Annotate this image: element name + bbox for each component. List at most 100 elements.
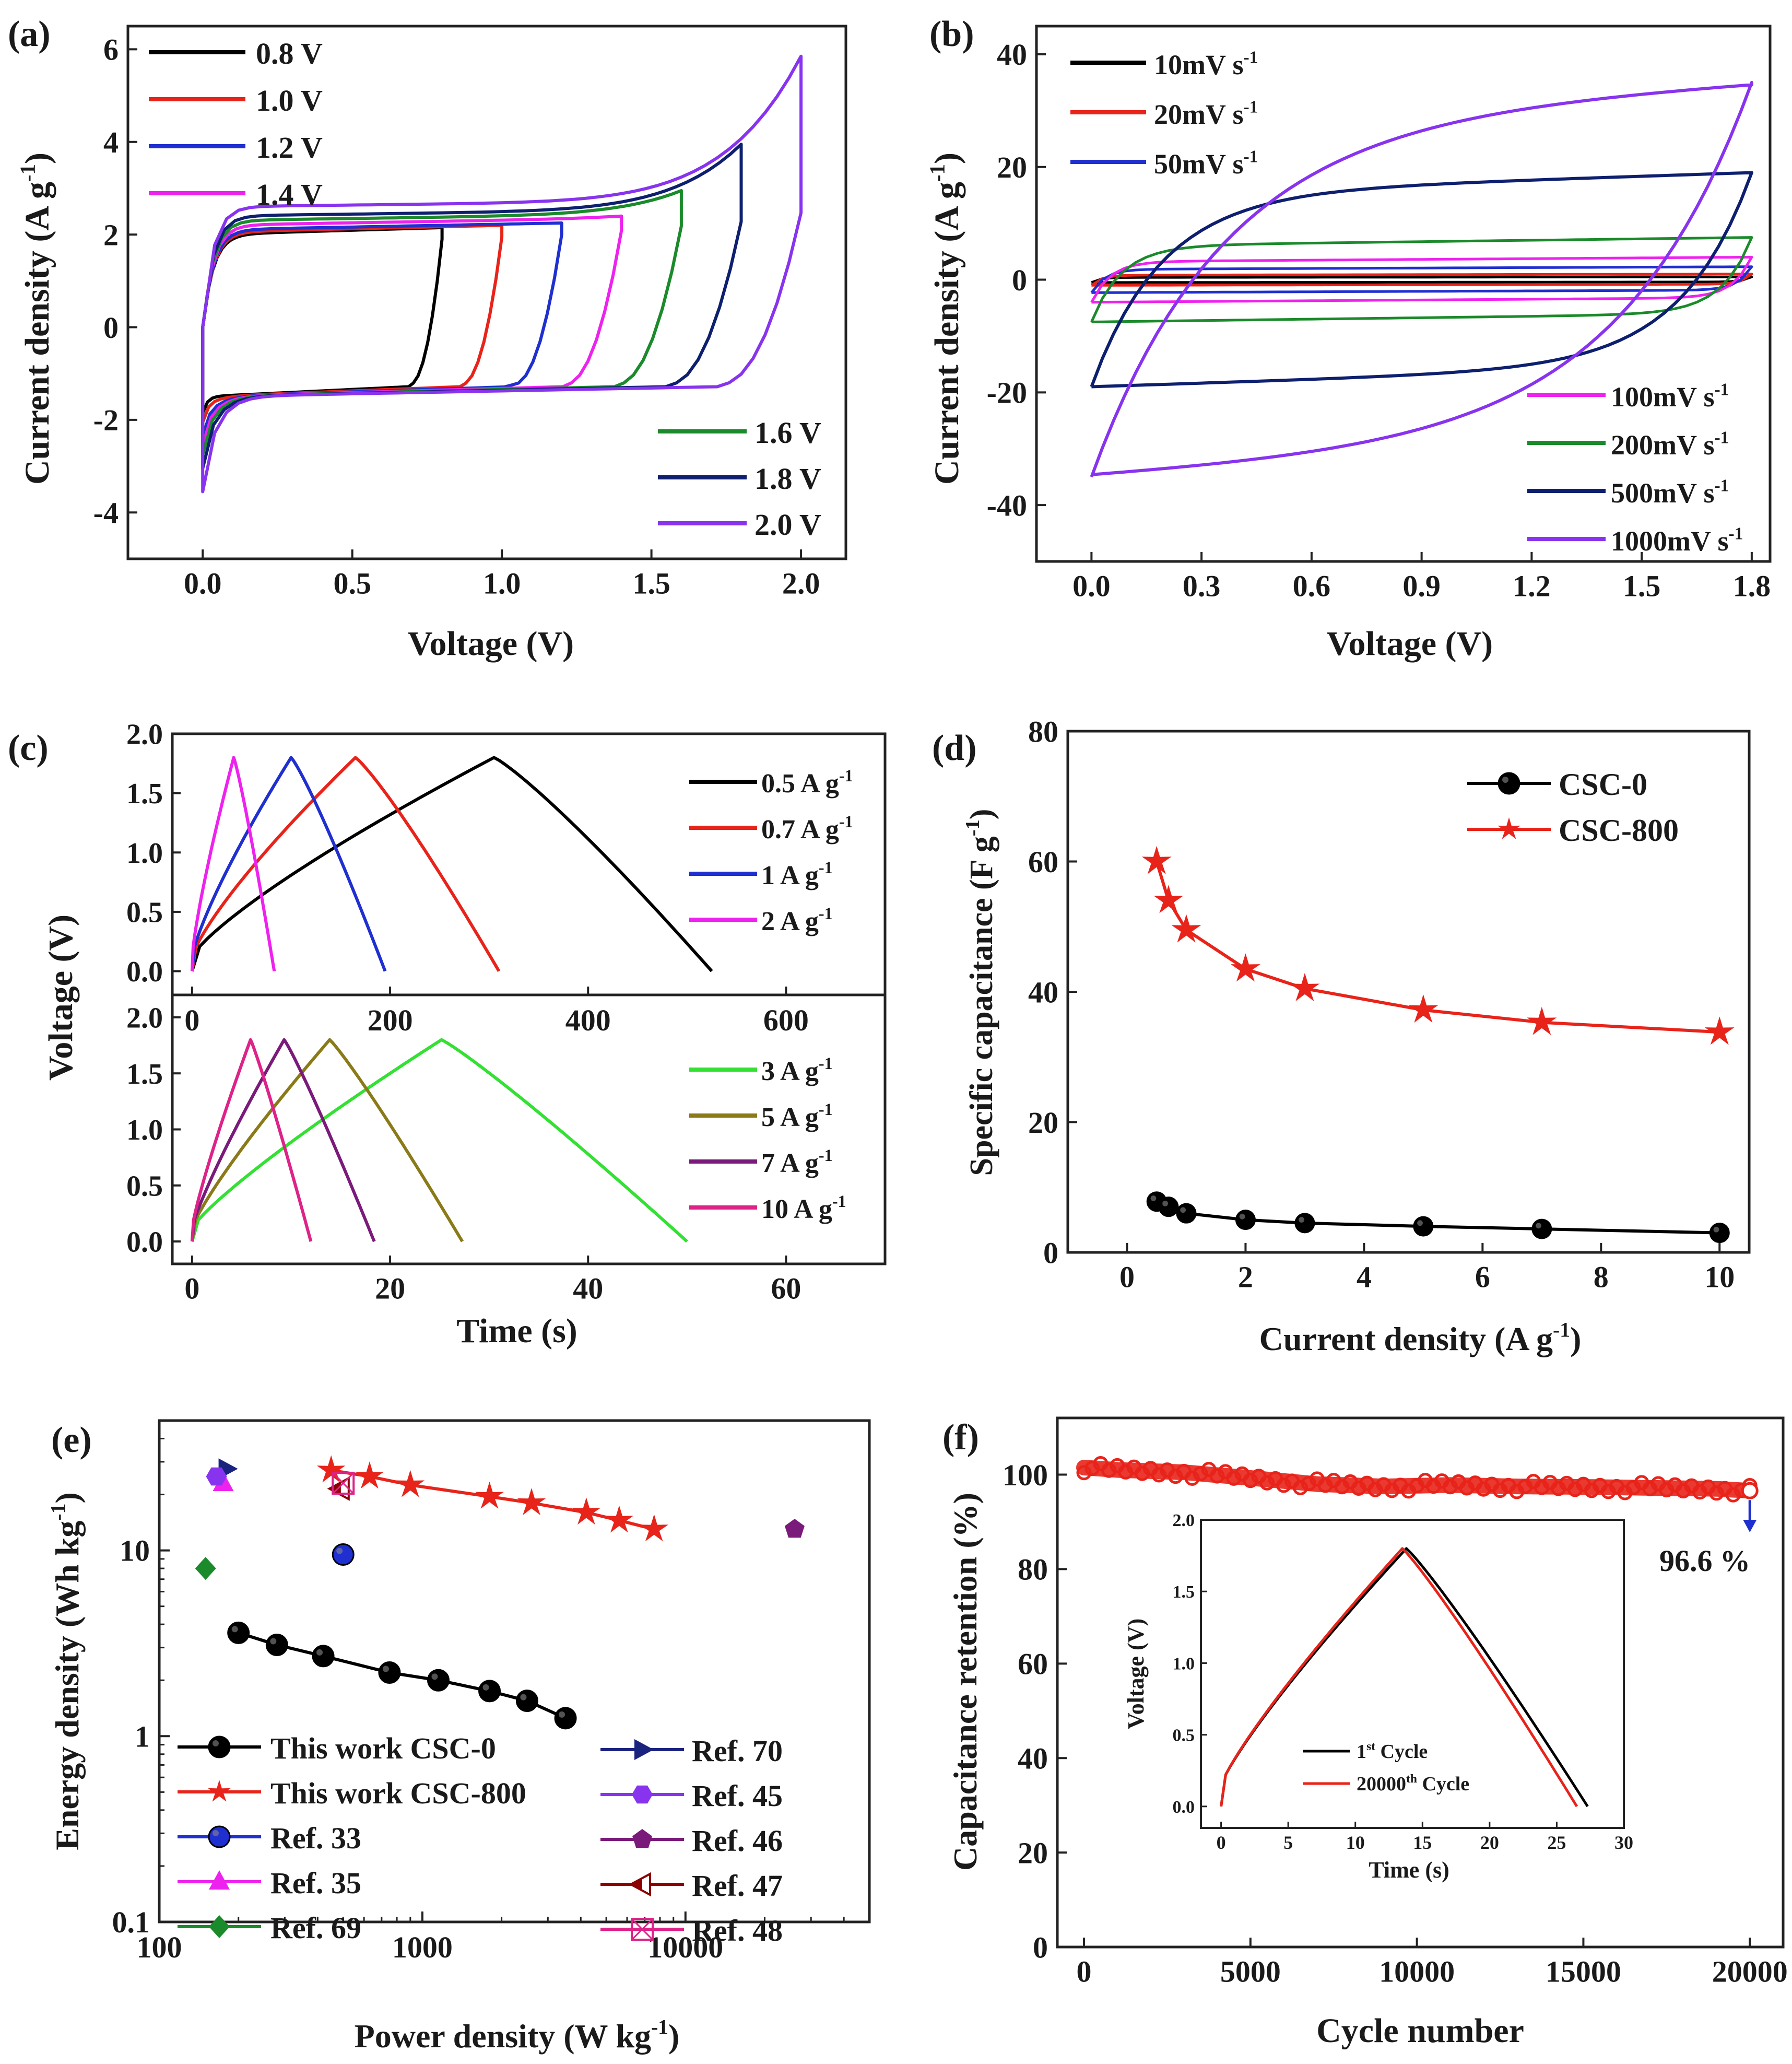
panel-c-top-legend-label-1-sup: -1: [839, 812, 853, 831]
panel-d-point-1-5: [1408, 994, 1439, 1023]
panel-f-inset-y-tick-label: 1.5: [1173, 1582, 1195, 1602]
panel-f-inset-legend-label-0: 1st Cycle: [1357, 1740, 1428, 1763]
panel-d-ylabel-sup: -1: [962, 819, 984, 836]
panel-a-curve-0: [201, 226, 444, 415]
panel-d-ylabel-end: ): [964, 809, 999, 820]
panel-c-bottom-legend-label-1-main: 5 A g: [761, 1103, 819, 1132]
panel-d-point-0-4: [1294, 1213, 1315, 1234]
panel-e-point-0-4: [427, 1669, 450, 1692]
panel-a-legend-label-2: 1.2 V: [256, 131, 323, 165]
panel-c-bottom-legend-label-1-sup: -1: [819, 1100, 833, 1119]
panel-b-x-tick-label: 0.3: [1183, 569, 1221, 603]
panel-e-ylabel: Energy density (Wh kg-1): [46, 1492, 86, 1850]
panel-b-legend-label-2: 50mV s-1: [1154, 147, 1258, 180]
panel-d-point-0-1: [1158, 1197, 1179, 1217]
panel-f-xlabel: Cycle number: [1316, 2012, 1524, 2050]
panel-c-top-legend-label-3-main: 2 A g: [761, 907, 819, 936]
panel-e-legend-label-7: Ref. 46: [692, 1824, 783, 1858]
panel-c-top-y-tick-label: 1.5: [126, 778, 163, 810]
panel-a-ylabel: Current density (A g-1): [16, 153, 56, 485]
panel-f-y-tick-label: 60: [1018, 1647, 1048, 1681]
panel-f-y-tick-label: 20: [1018, 1836, 1048, 1870]
panel-b-ylabel: Current density (A g-1): [926, 153, 966, 485]
panel-b-curve-3: [1090, 255, 1753, 304]
panel-c-top-legend-label-2: 1 A g-1: [761, 858, 833, 890]
panel-d-x-tick-label: 6: [1475, 1260, 1490, 1294]
panel-e-axes: [158, 1419, 871, 1924]
panel-f-inset-x-tick-label: 15: [1413, 1832, 1432, 1853]
panel-b-legend-label-0-main: 10mV s: [1154, 49, 1244, 80]
panel-d-x-tick-label: 0: [1119, 1260, 1135, 1294]
panel-e-legend-line-7-marker: [632, 1829, 652, 1848]
panel-b-y-tick-label: -40: [987, 488, 1027, 522]
panel-b-legend-label-1-main: 20mV s: [1154, 99, 1244, 130]
panel-d-xlabel: Current density (A g-1): [1259, 1318, 1582, 1357]
panel-d-point-1-2: [1171, 914, 1201, 943]
panel-a-y-tick-label: 2: [103, 218, 119, 252]
panel-f-inset-legend-label-0-end: Cycle: [1375, 1741, 1428, 1763]
panel-b-curve-6: [1090, 80, 1753, 478]
panel-c-bottom-legend-label-3-sup: -1: [832, 1192, 846, 1211]
panel-c-bottom-x-tick-label: 0: [184, 1272, 199, 1306]
panel-e-legend-line-0-marker-shine: [213, 1740, 219, 1746]
panel-f-axes: [1056, 1416, 1785, 1949]
panel-e-point-0-6-shine: [520, 1694, 527, 1701]
panel-a-x-tick-label: 0.5: [333, 567, 371, 601]
panel-b-curve-0: [1091, 275, 1753, 284]
panel-a-x-tick-label: 1.0: [483, 567, 521, 601]
panel-a-curve-2: [201, 221, 563, 438]
panel-d-ylabel: Specific capacitance (F g-1): [962, 809, 999, 1176]
panel-c-top-x-tick-label: 600: [763, 1003, 809, 1037]
panel-e-point-2-0-shine: [336, 1547, 343, 1554]
panel-d-point-1-4: [1290, 972, 1320, 1001]
panel-b-legend-label-4-main: 200mV s: [1611, 429, 1715, 461]
panel-e-legend-label-2: Ref. 33: [270, 1821, 361, 1855]
panel-e-y-tick-label: 1: [135, 1719, 150, 1753]
panel-b-x-tick-label: 0.6: [1293, 569, 1331, 603]
panel-b-legend-label-5-sup: -1: [1715, 476, 1729, 495]
panel-a-label: (a): [8, 14, 51, 54]
panel-e-point-6-0: [206, 1467, 227, 1486]
panel-d-xlabel-sup: -1: [1553, 1318, 1570, 1341]
panel-e-legend-line-2-marker: [208, 1825, 231, 1848]
panel-c-top-curve-0: [191, 756, 713, 972]
panel-c-top-y-tick-label: 0.0: [126, 956, 163, 988]
panel-e-point-1-4: [517, 1488, 546, 1516]
panel-d-axes: [1066, 730, 1751, 1254]
panel-f-x-tick-label: 15000: [1546, 1955, 1621, 1989]
panel-e-legend-label-1: This work CSC-800: [270, 1776, 526, 1810]
panel-a-legend-label-1: 1.0 V: [256, 84, 323, 118]
panel-e-legend-line-8-marker-fill: [631, 1879, 642, 1890]
panel-f-inset-legend-label-1: 20000th Cycle: [1357, 1772, 1469, 1795]
panel-f-arrow-head: [1743, 1520, 1757, 1532]
panel-b-x-tick-label: 1.8: [1733, 569, 1771, 603]
panel-b-legend-label-0: 10mV s-1: [1154, 48, 1258, 80]
panel-d-legend-line-1-marker: [1498, 817, 1520, 839]
panel-d-x-tick-label: 4: [1357, 1260, 1372, 1294]
panel-d-x-tick-label: 2: [1238, 1260, 1253, 1294]
panel-e-xlabel-sup: -1: [651, 2015, 668, 2038]
panel-d-point-0-6-shine: [1536, 1223, 1541, 1229]
panel-f-inset-x-tick-label: 10: [1346, 1832, 1365, 1853]
panel-e-legend-label-6: Ref. 45: [692, 1779, 783, 1813]
panel-c-top-legend-label-3: 2 A g-1: [761, 904, 833, 936]
panel-e-point-1-0: [316, 1455, 346, 1483]
panel-c-bottom-y-tick-label: 0.0: [126, 1226, 163, 1259]
panel-f-inset-legend-label-0-sup: st: [1366, 1740, 1375, 1753]
panel-e-ylabel-main: Energy density (Wh kg: [49, 1521, 86, 1850]
panel-b-legend-label-5-main: 500mV s: [1611, 477, 1715, 509]
panel-a-y-tick-label: 6: [103, 33, 119, 67]
panel-d-point-1-7: [1704, 1016, 1735, 1045]
panel-a-curve-6: [201, 54, 803, 494]
panel-d-y-tick-label: 80: [1028, 714, 1058, 748]
panel-d-label: (d): [932, 728, 977, 768]
panel-e-point-0-0-shine: [231, 1626, 238, 1633]
panel-e-point-0-6: [515, 1690, 538, 1713]
panel-d-y-tick-label: 40: [1028, 975, 1058, 1009]
panel-a-ylabel-main: Current density (A g: [18, 182, 56, 485]
panel-b-y-tick-label: -20: [987, 376, 1027, 410]
panel-b-legend-label-6-sup: -1: [1729, 524, 1743, 543]
panel-c-top-y-tick-label: 0.5: [126, 897, 163, 929]
panel-d-y-tick-label: 20: [1028, 1106, 1058, 1140]
